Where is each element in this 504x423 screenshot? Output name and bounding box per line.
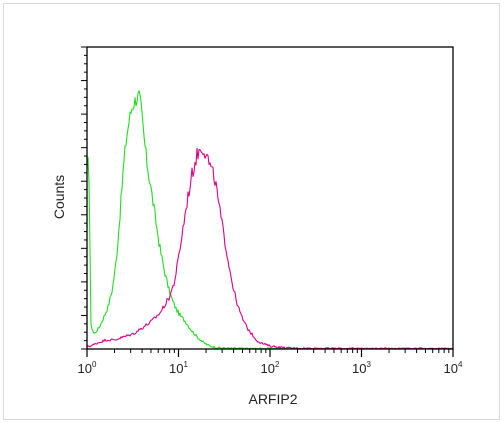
x-tick-label: 102: [261, 360, 280, 376]
x-axis-title: ARFIP2: [248, 391, 297, 407]
x-tick-label: 103: [352, 360, 371, 376]
plot-area-border: [86, 46, 454, 350]
x-axis-tick-labels: 100 101 102 103 104: [78, 360, 463, 376]
y-axis-title: Counts: [51, 175, 67, 219]
x-axis-ticks: [86, 349, 454, 357]
y-axis-ticks: [81, 46, 87, 350]
series-line-1: [86, 90, 454, 350]
series-group: [86, 90, 454, 350]
series-line-2: [86, 147, 454, 350]
x-tick-label: 104: [444, 360, 463, 376]
histogram-chart: 100 101 102 103 104 ARFIP2 Counts: [51, 46, 463, 407]
x-tick-label: 100: [78, 360, 97, 376]
chart-frame: 100 101 102 103 104 ARFIP2 Counts: [3, 3, 500, 420]
x-tick-label: 101: [169, 360, 188, 376]
